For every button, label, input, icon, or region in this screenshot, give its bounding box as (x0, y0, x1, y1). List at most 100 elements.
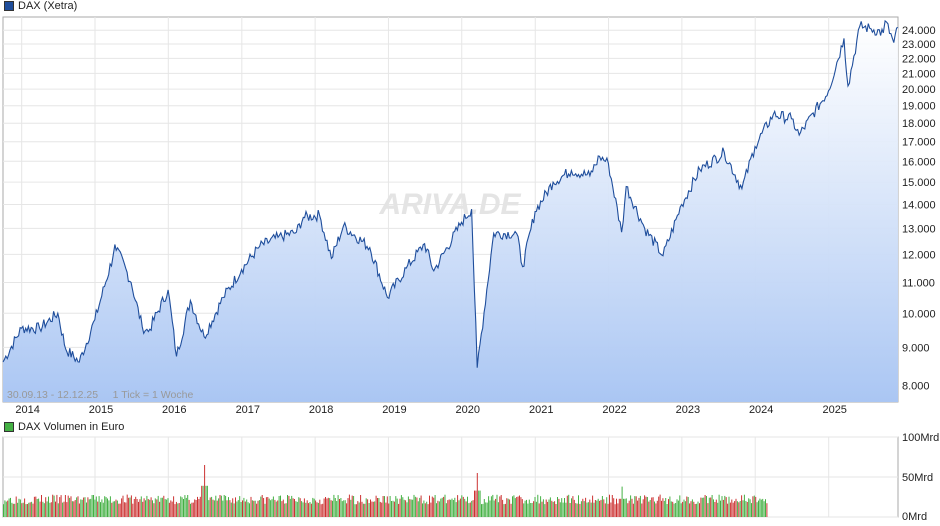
volume-bar (38, 498, 40, 517)
volume-bar (132, 503, 134, 517)
volume-bar (202, 485, 204, 517)
volume-bar (609, 494, 610, 517)
volume-bar (367, 499, 369, 517)
volume-bar (571, 498, 572, 517)
volume-y-axis: 100Mrd 50Mrd 0Mrd (902, 432, 939, 523)
volume-bar (341, 501, 343, 517)
volume-bar (365, 498, 367, 517)
volume-bar (533, 501, 535, 517)
volume-bar (41, 495, 42, 517)
volume-bar (645, 496, 647, 517)
volume-bar (606, 497, 608, 517)
volume-bar (579, 503, 581, 517)
volume-bar (677, 500, 679, 517)
volume-bar (298, 497, 300, 517)
volume-bar (599, 500, 601, 517)
volume-bar (249, 503, 250, 517)
volume-bar (77, 496, 79, 517)
volume-bar (683, 499, 685, 517)
volume-y-tick-label: 100Mrd (902, 432, 939, 444)
volume-bar (97, 501, 99, 517)
volume-bar (662, 498, 664, 517)
volume-bar (362, 503, 364, 517)
volume-bar (641, 503, 643, 517)
volume-bar (710, 497, 712, 517)
volume-bar (646, 497, 648, 517)
volume-bar (35, 496, 37, 517)
volume-bar (431, 496, 433, 517)
volume-bar (45, 497, 47, 517)
volume-bar (235, 497, 236, 517)
volume-bar (594, 500, 596, 517)
volume-bar (422, 503, 423, 517)
volume-bar (230, 502, 232, 517)
volume-bar (128, 497, 130, 517)
volume-bar (175, 501, 177, 517)
price-legend: DAX (Xetra) (4, 0, 77, 12)
volume-bar (738, 502, 740, 517)
volume-bar (700, 497, 702, 517)
volume-bar (355, 504, 357, 517)
volume-bar (168, 502, 170, 517)
volume-bar (244, 501, 246, 517)
volume-bar (558, 498, 560, 517)
volume-bar (226, 500, 228, 517)
volume-bar (353, 496, 355, 517)
volume-legend: DAX Volumen in Euro (4, 421, 124, 433)
volume-bar (400, 495, 402, 517)
volume-bar (69, 497, 71, 517)
price-y-tick-label: 13.000 (902, 223, 936, 235)
volume-bar (327, 497, 329, 517)
volume-bar (727, 503, 729, 517)
volume-bar (257, 500, 259, 517)
volume-bar (611, 495, 613, 517)
volume-bar (417, 501, 419, 517)
volume-bar (375, 495, 377, 517)
volume-bar (340, 498, 342, 517)
volume-bar (21, 503, 23, 517)
volume-bar (282, 499, 284, 517)
volume-bar (399, 498, 401, 517)
volume-bar (94, 499, 96, 517)
volume-bar (445, 503, 447, 517)
volume-bar (190, 503, 191, 517)
volume-bar (344, 500, 346, 517)
volume-bar (718, 494, 720, 517)
volume-bar (661, 500, 662, 517)
volume-bar (185, 497, 187, 517)
volume-bar (171, 501, 173, 517)
price-y-tick-label: 9.000 (902, 342, 930, 354)
price-x-tick-label: 2014 (15, 404, 39, 416)
volume-bar (385, 502, 387, 517)
volume-bar (638, 497, 640, 517)
volume-bar (174, 504, 176, 517)
volume-bar (680, 503, 682, 517)
volume-bar (395, 496, 397, 517)
volume-bar (154, 498, 156, 517)
volume-bar (237, 500, 239, 517)
volume-bar (348, 494, 350, 517)
volume-bar (391, 501, 392, 517)
volume-bar (265, 497, 267, 517)
volume-bar (299, 498, 301, 517)
volume-bar (689, 503, 691, 517)
volume-bar (457, 495, 459, 517)
volume-bar (635, 496, 637, 517)
volume-bar (684, 501, 686, 517)
volume-bar (713, 499, 714, 517)
volume-bar (495, 498, 497, 517)
volume-bar (478, 490, 480, 517)
price-y-tick-label: 24.000 (902, 25, 936, 37)
volume-bar (246, 499, 248, 517)
volume-bar (191, 502, 193, 517)
volume-bar (81, 499, 83, 517)
volume-bar (218, 498, 220, 517)
price-y-tick-label: 15.000 (902, 177, 936, 189)
volume-bar (371, 501, 373, 517)
volume-bar (166, 499, 168, 517)
volume-bar (14, 503, 16, 517)
price-y-tick-label: 12.000 (902, 249, 936, 261)
volume-bar (699, 503, 700, 517)
volume-bar (763, 501, 765, 517)
volume-bar (8, 498, 10, 517)
